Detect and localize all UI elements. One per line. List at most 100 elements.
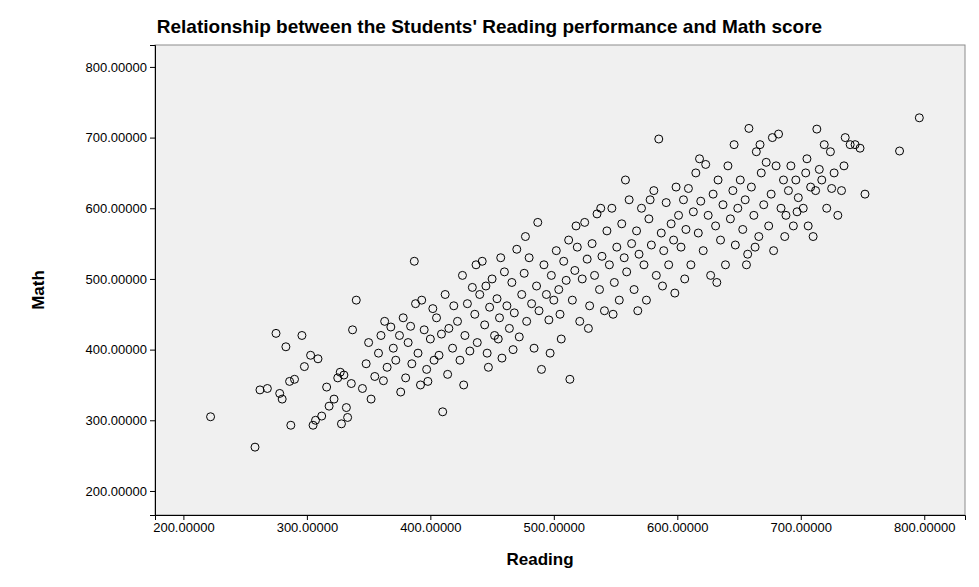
point <box>803 155 811 163</box>
point <box>826 148 834 156</box>
point <box>545 316 553 324</box>
tick-label: 200.00000 <box>86 484 147 499</box>
point <box>794 194 802 202</box>
point <box>456 356 464 364</box>
point <box>645 215 653 223</box>
point <box>650 187 658 195</box>
point <box>809 233 817 241</box>
point <box>349 326 357 334</box>
point <box>503 302 511 310</box>
point <box>482 282 490 290</box>
point <box>392 356 400 364</box>
point <box>646 196 654 204</box>
tick-mark <box>150 67 155 68</box>
point <box>435 351 443 359</box>
point <box>454 317 462 325</box>
point <box>557 335 565 343</box>
point <box>287 421 295 429</box>
point <box>251 443 259 451</box>
point <box>777 204 785 212</box>
point <box>352 296 360 304</box>
point <box>741 196 749 204</box>
point <box>621 176 629 184</box>
point <box>207 413 215 421</box>
point <box>537 365 545 373</box>
point <box>623 268 631 276</box>
point <box>272 329 280 337</box>
point <box>520 269 528 277</box>
point <box>730 141 738 149</box>
point <box>665 261 673 269</box>
point <box>510 309 518 317</box>
axis-line <box>150 46 156 516</box>
point <box>399 314 407 322</box>
point <box>729 187 737 195</box>
point <box>784 187 792 195</box>
point <box>449 344 457 352</box>
point <box>687 261 695 269</box>
point <box>374 349 382 357</box>
point <box>597 204 605 212</box>
point <box>640 261 648 269</box>
y-axis-title: Math <box>29 270 48 310</box>
point <box>476 290 484 298</box>
point <box>815 165 823 173</box>
point <box>568 296 576 304</box>
point <box>573 243 581 251</box>
point <box>834 211 842 219</box>
point <box>483 349 491 357</box>
point <box>418 296 426 304</box>
point <box>856 144 864 152</box>
point <box>525 254 533 262</box>
point <box>724 162 732 170</box>
point <box>377 331 385 339</box>
point <box>671 289 679 297</box>
point <box>309 421 317 429</box>
point <box>787 162 795 170</box>
point <box>861 190 869 198</box>
point <box>300 363 308 371</box>
point <box>416 381 424 389</box>
point <box>318 412 326 420</box>
point <box>484 363 492 371</box>
point <box>677 243 685 251</box>
point <box>478 257 486 265</box>
point <box>555 286 563 294</box>
point <box>534 218 542 226</box>
point <box>371 372 379 380</box>
point <box>657 229 665 237</box>
tick-label: 600.00000 <box>647 520 708 535</box>
chart: 200.00000300.00000400.00000500.00000600.… <box>0 0 979 587</box>
point <box>379 377 387 385</box>
point <box>330 395 338 403</box>
point <box>530 344 538 352</box>
point <box>635 250 643 258</box>
point <box>466 347 474 355</box>
point <box>789 222 797 230</box>
plot: 200.00000300.00000400.00000500.00000600.… <box>86 45 966 535</box>
point <box>672 183 680 191</box>
point <box>765 222 773 230</box>
point <box>404 339 412 347</box>
point <box>598 252 606 260</box>
point <box>450 302 458 310</box>
point <box>583 255 591 263</box>
y-axis: 200.00000300.00000400.00000500.00000600.… <box>86 46 156 516</box>
point <box>540 261 548 269</box>
point <box>552 247 560 255</box>
point <box>550 296 558 304</box>
point <box>736 176 744 184</box>
point <box>841 134 849 142</box>
point <box>713 278 721 286</box>
point <box>433 314 441 322</box>
point <box>682 225 690 233</box>
point <box>591 271 599 279</box>
points <box>207 114 924 451</box>
point <box>714 176 722 184</box>
tick-mark <box>150 208 155 209</box>
tick: 400.00000 <box>86 342 155 357</box>
tick-mark <box>150 350 155 351</box>
point <box>581 218 589 226</box>
point <box>505 324 513 332</box>
plot-background <box>155 45 965 515</box>
